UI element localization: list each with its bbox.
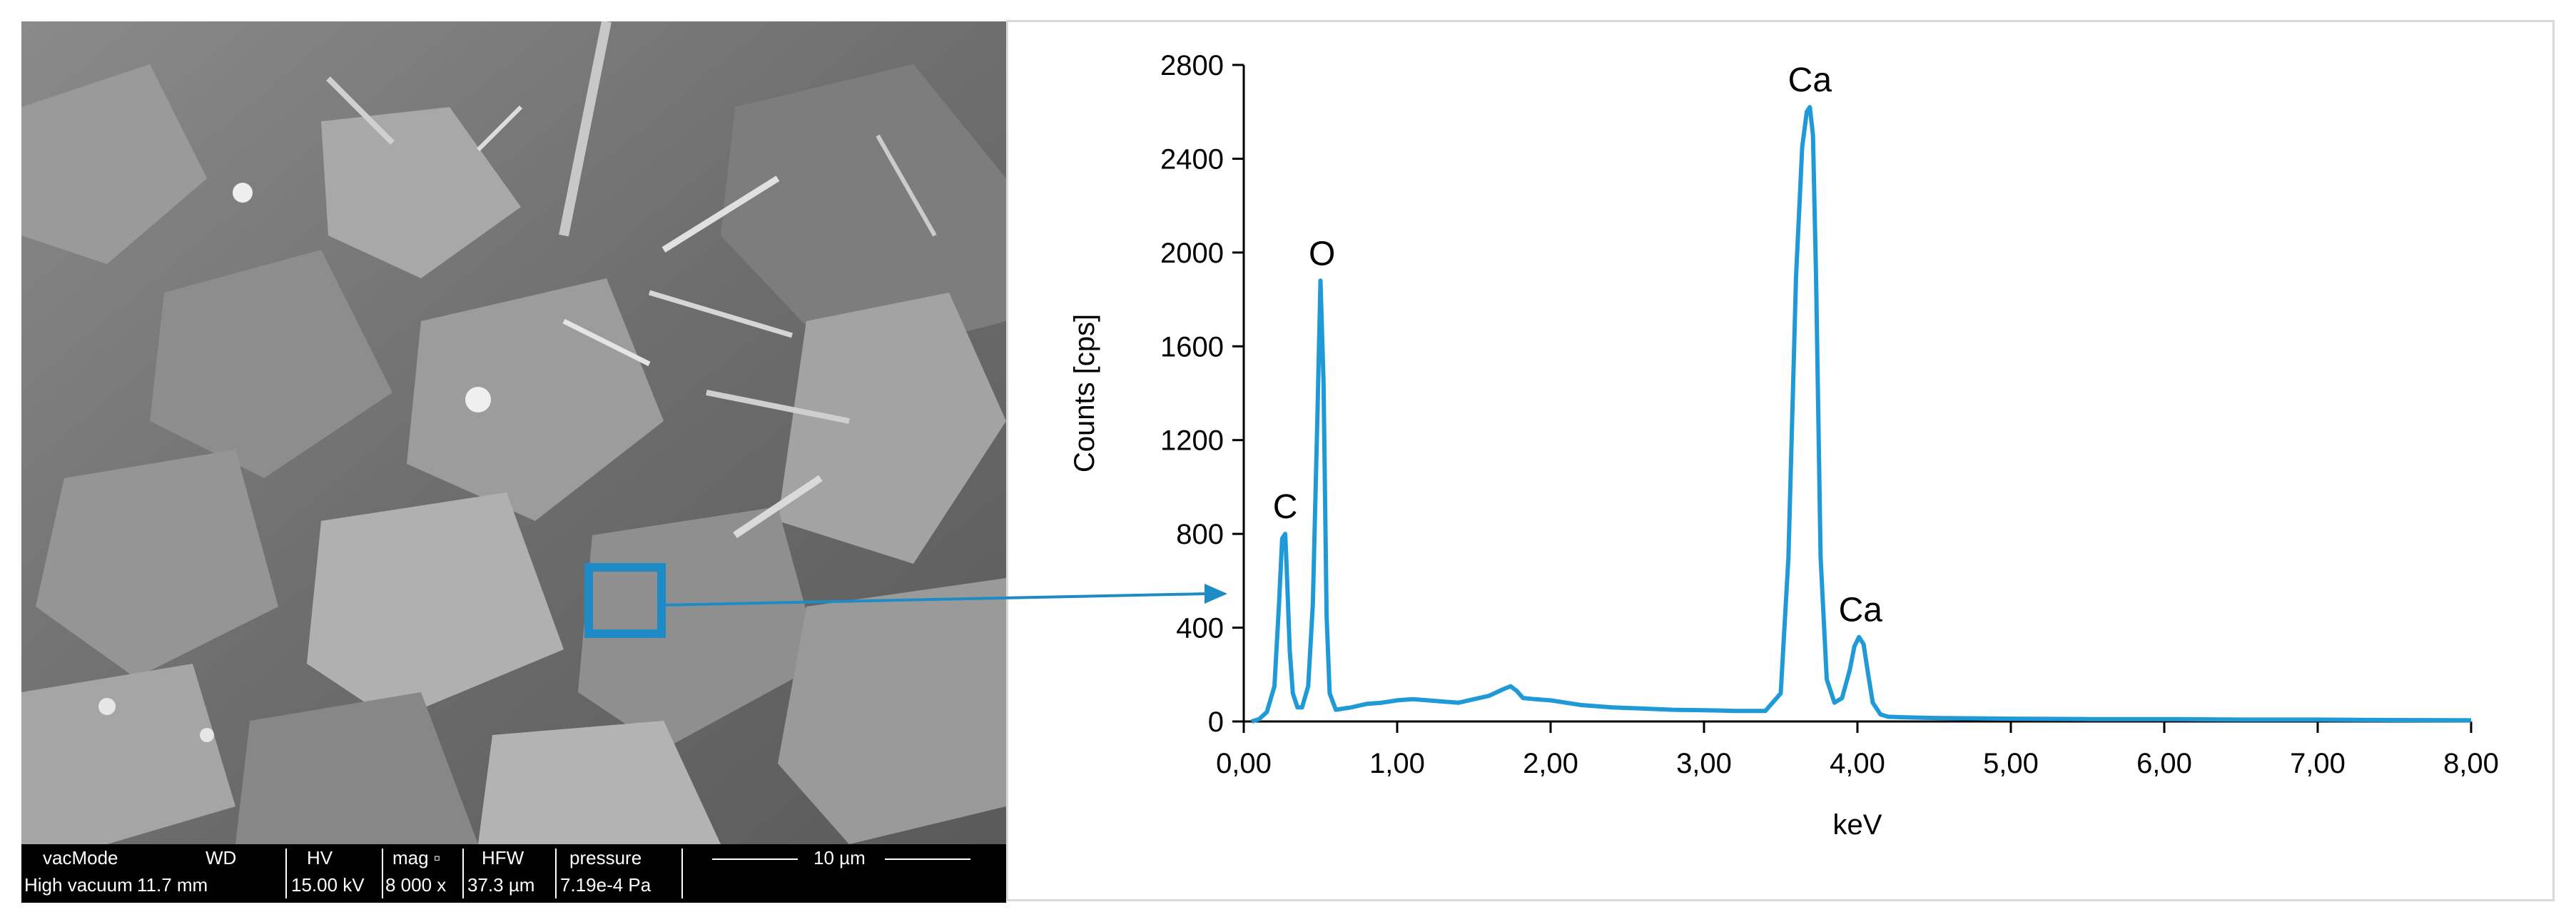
x-axis-label: keV: [1833, 809, 1882, 841]
scalebar-label: 10 µm: [813, 847, 866, 868]
databar-separator: [555, 848, 557, 898]
x-tick-label: 2,00: [1523, 748, 1578, 779]
y-axis-label: Counts [cps]: [1069, 314, 1100, 472]
y-tick-label: 0: [1208, 706, 1224, 738]
peak-label: C: [1273, 488, 1298, 526]
databar-separator: [285, 848, 287, 898]
databar-value-vacmode: High vacuum: [24, 874, 133, 896]
databar-value-mag: 8 000 x: [385, 874, 447, 896]
databar-separator: [462, 848, 464, 898]
databar-header-wd: WD: [206, 847, 237, 868]
databar-header-hv: HV: [307, 847, 333, 868]
databar-header-vacmode: vacMode: [43, 847, 118, 868]
databar-value-pressure: 7.19e-4 Pa: [560, 874, 651, 896]
databar-separator: [681, 848, 683, 898]
y-tick-label: 1200: [1160, 425, 1224, 457]
databar-header-pressure: pressure: [569, 847, 642, 868]
x-tick-label: 3,00: [1676, 748, 1732, 779]
scalebar-line-right: [885, 858, 970, 860]
x-tick-label: 0,00: [1216, 748, 1272, 779]
databar-value-hfw: 37.3 µm: [467, 874, 535, 896]
sem-micrograph: vacMode WD HV mag ▫ HFW pressure High va…: [21, 21, 1006, 903]
x-tick-label: 8,00: [2443, 748, 2499, 779]
sem-image-texture: [21, 21, 1006, 844]
x-tick-label: 4,00: [1830, 748, 1885, 779]
y-tick-label: 2400: [1160, 143, 1224, 175]
databar-header-mag: mag ▫: [392, 847, 441, 868]
peak-label: O: [1309, 235, 1335, 273]
y-tick-label: 400: [1176, 613, 1224, 644]
y-axis-ticks: 0 400 800 1200 1600 2000 2400 2800: [1160, 50, 1244, 738]
scalebar-line-left: [712, 858, 798, 860]
peak-annotations: C O Ca Ca: [1273, 61, 1883, 629]
y-tick-label: 2800: [1160, 50, 1224, 81]
eds-spectrum-panel: 0 400 800 1200 1600 2000 2400 2800 0,00 1,00 2,00…: [1006, 20, 2555, 901]
x-tick-label: 1,00: [1369, 748, 1425, 779]
spectrum-line: [1250, 105, 2472, 724]
peak-label: Ca: [1788, 61, 1832, 99]
y-tick-label: 2000: [1160, 238, 1224, 269]
databar-value-wd: 11.7 mm: [137, 874, 208, 896]
x-axis-ticks: 0,00 1,00 2,00 3,00 4,00 5,00 6,00 7,00 8,00: [1216, 721, 2499, 779]
x-tick-label: 5,00: [1983, 748, 2039, 779]
peak-label: Ca: [1839, 592, 1883, 629]
databar-header-hfw: HFW: [482, 847, 524, 868]
y-tick-label: 800: [1176, 519, 1224, 550]
y-tick-label: 1600: [1160, 331, 1224, 363]
x-tick-label: 6,00: [2136, 748, 2192, 779]
databar-separator: [382, 848, 383, 898]
databar-value-hv: 15.00 kV: [291, 874, 365, 896]
eds-spectrum-chart: 0 400 800 1200 1600 2000 2400 2800 0,00 1,00 2,00…: [1069, 50, 2499, 841]
sem-databar: vacMode WD HV mag ▫ HFW pressure High va…: [21, 844, 1006, 903]
x-tick-label: 7,00: [2290, 748, 2346, 779]
